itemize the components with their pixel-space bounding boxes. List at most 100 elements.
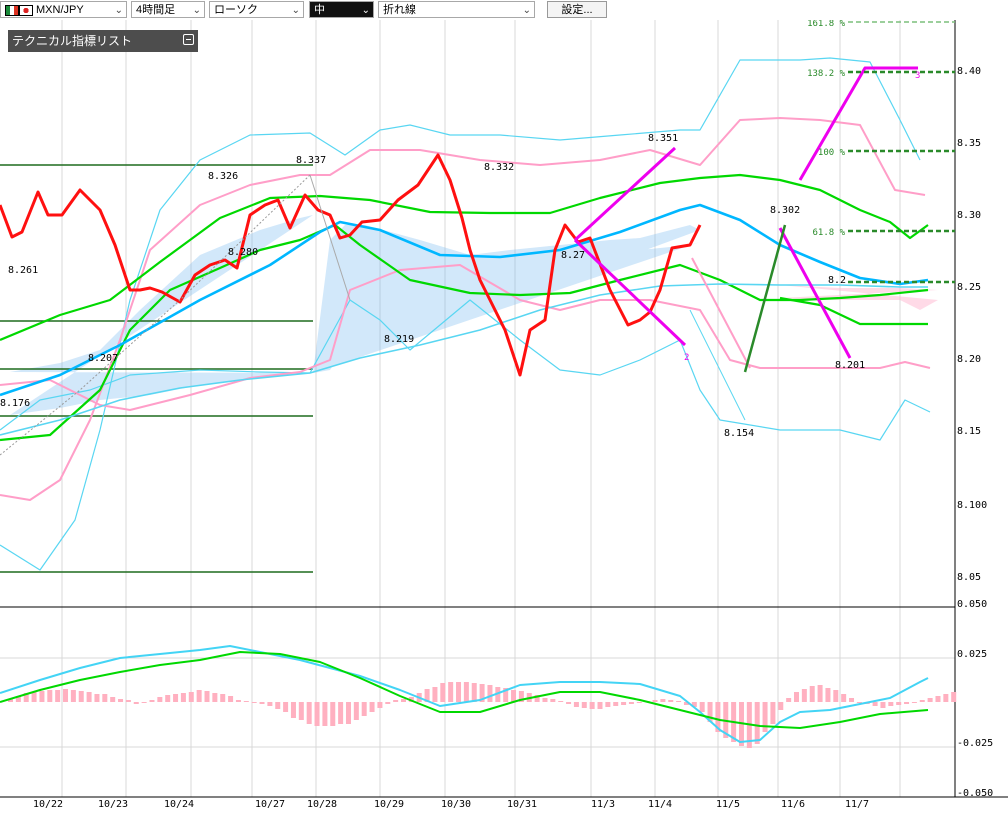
price-label: 8.280	[228, 247, 258, 258]
osc-bar	[345, 702, 351, 724]
osc-bar	[652, 700, 658, 702]
osc-bar	[267, 702, 273, 706]
price-label: 8.261	[8, 265, 38, 276]
ichimoku-cloud	[313, 225, 700, 373]
zigzag-line	[691, 257, 751, 369]
osc-bar	[943, 694, 949, 702]
osc-bar	[463, 682, 469, 702]
line-tool-select[interactable]: 折れ線 ⌄	[378, 1, 535, 18]
size-label: 中	[314, 4, 325, 16]
osc-bar	[385, 702, 391, 704]
x-axis-tick: 11/7	[845, 799, 869, 810]
price-label: 8.219	[384, 334, 414, 345]
osc-bar	[47, 690, 53, 702]
osc-bar	[173, 694, 179, 702]
bollinger-upper-outer	[0, 57, 921, 571]
x-axis-tick: 11/4	[648, 799, 672, 810]
osc-bar	[558, 701, 564, 702]
ichimoku-cloud	[10, 215, 313, 415]
x-axis-tick: 10/30	[441, 799, 471, 810]
osc-y-axis-tick: -0.050	[957, 788, 993, 799]
ma-long	[0, 203, 929, 397]
osc-bar	[228, 696, 234, 702]
osc-bar	[676, 701, 682, 702]
minimize-icon[interactable]	[183, 34, 194, 45]
osc-bar	[86, 692, 92, 702]
osc-bar	[550, 699, 556, 702]
chevron-down-icon: ⌄	[361, 5, 370, 16]
osc-bar	[754, 702, 760, 744]
chart-type-select[interactable]: ローソク ⌄	[209, 1, 304, 18]
osc-bar	[566, 702, 572, 704]
osc-bar	[707, 702, 713, 722]
indicator-list-panel[interactable]: テクニカル指標リスト	[8, 30, 198, 52]
size-select[interactable]: 中 ⌄	[309, 1, 374, 18]
osc-macd-line	[0, 651, 929, 729]
chevron-down-icon: ⌄	[291, 5, 300, 16]
fibonacci-label: 138.2 %	[807, 69, 846, 79]
osc-bar	[361, 702, 367, 716]
osc-bar	[314, 702, 320, 726]
y-axis-tick: 8.05	[957, 572, 981, 583]
settings-button[interactable]: 設定...	[547, 1, 607, 18]
zigzag-line	[743, 224, 787, 373]
x-axis-tick: 10/22	[33, 799, 63, 810]
osc-bar	[935, 696, 941, 702]
ma-short-lower	[0, 223, 929, 442]
price-label: 8.337	[296, 155, 326, 166]
osc-bar	[628, 702, 634, 704]
x-axis-tick: 11/3	[591, 799, 615, 810]
osc-bar	[849, 698, 855, 702]
osc-bar	[786, 698, 792, 702]
osc-bar	[220, 694, 226, 702]
osc-bar	[125, 700, 131, 702]
osc-bar	[78, 691, 84, 702]
osc-bar	[825, 688, 831, 702]
chart-area: 161.8 % 138.2 % 100 % 61.8 % 8.261 8.207 8.176…	[0, 20, 1008, 810]
fibonacci-label: 161.8 %	[807, 20, 846, 29]
price-label: 8.332	[484, 162, 514, 173]
osc-bar	[778, 702, 784, 710]
osc-bar	[23, 693, 29, 702]
x-axis-tick: 10/28	[307, 799, 337, 810]
osc-bar	[102, 694, 108, 702]
osc-bar	[94, 694, 100, 702]
x-axis-tick: 10/24	[164, 799, 194, 810]
osc-bar	[188, 692, 194, 702]
price-label: 8.207	[88, 353, 118, 364]
period-label: 4時間足	[136, 4, 176, 16]
price-label: 8.27	[561, 250, 585, 261]
price-label: 8.351	[648, 133, 678, 144]
chevron-down-icon: ⌄	[522, 5, 531, 16]
osc-bar	[212, 693, 218, 702]
x-axis-tick: 11/5	[716, 799, 740, 810]
osc-bar	[518, 691, 524, 702]
y-axis-tick: 8.40	[957, 66, 981, 77]
osc-bar	[306, 702, 312, 724]
osc-bar	[479, 684, 485, 702]
osc-bar	[683, 702, 689, 705]
osc-histogram	[8, 682, 957, 748]
osc-bar	[660, 699, 666, 702]
osc-bar	[440, 683, 446, 702]
osc-bar	[110, 697, 116, 702]
osc-bar	[63, 689, 69, 702]
symbol-select[interactable]: MXN/JPY ⌄	[0, 1, 127, 18]
y-axis-tick: 8.15	[957, 426, 981, 437]
symbol-label: MXN/JPY	[36, 4, 84, 16]
osc-bar	[204, 691, 210, 702]
period-select[interactable]: 4時間足 ⌄	[131, 1, 205, 18]
toolbar: MXN/JPY ⌄ 4時間足 ⌄ ローソク ⌄ 中 ⌄ 折れ線 ⌄ 設定...	[0, 0, 1008, 20]
osc-bar	[141, 702, 147, 703]
osc-bar	[118, 699, 124, 702]
ma-short-upper	[0, 173, 929, 342]
zigzag-line	[798, 66, 918, 181]
zigzag-line	[573, 238, 687, 347]
ma-short-end	[779, 296, 928, 326]
osc-bar	[896, 702, 902, 705]
indicator-list-label: テクニカル指標リスト	[12, 34, 133, 48]
osc-bar	[691, 702, 697, 707]
projection-line	[309, 174, 351, 301]
osc-bar	[15, 696, 21, 702]
osc-bar	[330, 702, 336, 726]
